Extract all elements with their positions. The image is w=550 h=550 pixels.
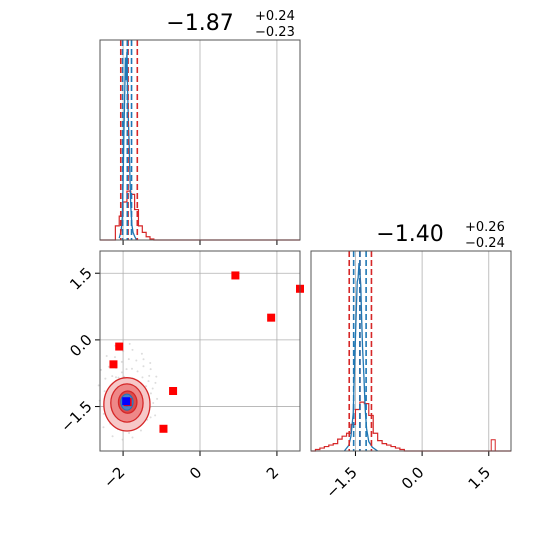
bl-sample-dot: [154, 414, 157, 417]
bl-sample-dot: [120, 360, 123, 363]
title-bottom-right: −1.40 +0.26 −0.24: [376, 220, 505, 251]
bl-sample-dot: [151, 387, 154, 390]
bl-sample-dot: [102, 412, 105, 415]
bl-sample-dot: [131, 436, 134, 439]
bl-sample-dot: [142, 358, 145, 361]
bl-sample-dot: [135, 359, 138, 362]
br-xticklabel-2: 1.5: [465, 463, 495, 493]
br-frame: [310, 250, 512, 452]
bl-yticklabel-1: 0.0: [66, 331, 96, 361]
br-xticklabel-0: −1.5: [322, 463, 360, 501]
bl-sample-dot: [111, 435, 114, 438]
bl-blue-marker: [122, 397, 131, 406]
bl-yticklabel-0: −1.5: [57, 397, 95, 435]
bl-sample-dot: [114, 376, 117, 379]
bl-sample-dot: [122, 350, 125, 353]
br-outlier-bar: [490, 439, 496, 451]
bl-red-point-3: [115, 342, 124, 351]
bl-sample-dot: [149, 361, 152, 364]
bl-sample-dot: [152, 401, 155, 404]
br-xticklabel-1: 0.0: [398, 463, 428, 493]
bl-sample-dot: [136, 370, 139, 373]
bl-sample-dot: [97, 384, 100, 387]
bl-red-point-0: [231, 271, 240, 280]
panel-scatter-xy: −2 0 2 −1.5 0.0 1.5: [57, 250, 304, 492]
bl-red-point-6: [159, 424, 168, 433]
bl-sample-dot: [113, 356, 116, 359]
bl-sample-dot: [103, 390, 106, 393]
title-top-left: −1.87 +0.24 −0.23: [166, 9, 295, 40]
bl-sample-dot: [107, 365, 110, 368]
bl-sample-dot: [149, 368, 152, 371]
tl-red-histogram: [100, 190, 300, 241]
bl-xticklabel-1: 0: [186, 463, 205, 482]
bl-sample-dot: [128, 342, 131, 345]
panel-hist-y: −1.5 0.0 1.5: [310, 250, 512, 502]
bl-yticklabel-2: 1.5: [66, 264, 96, 294]
br-red-histogram: [311, 401, 511, 452]
bl-sample-dot: [102, 426, 105, 429]
panel-hist-x: [99, 39, 301, 245]
bl-sample-dot: [149, 392, 152, 395]
title-median-1: −1.87: [166, 11, 233, 36]
bl-sample-dot: [130, 367, 133, 370]
title-plus-1: +0.24: [255, 9, 295, 24]
bl-sample-dot: [155, 375, 158, 378]
bl-sample-dot: [156, 397, 159, 400]
bl-xticklabel-2: 2: [263, 463, 282, 482]
bl-sample-dot: [104, 377, 107, 380]
bl-sample-dot: [140, 352, 143, 355]
bl-sample-dot: [127, 358, 130, 361]
bl-sample-dot: [154, 381, 157, 384]
bl-sample-dot: [117, 376, 120, 379]
bl-sample-dot: [120, 371, 123, 374]
title-minus-2: −0.24: [465, 236, 505, 251]
tl-frame: [99, 39, 301, 241]
bl-red-point-5: [169, 387, 178, 395]
title-minus-1: −0.23: [255, 25, 295, 40]
bl-xticklabel-0: −2: [100, 463, 128, 491]
bl-sample-dot: [147, 380, 150, 383]
bl-sample-dot: [111, 375, 114, 378]
bl-red-point-4: [109, 360, 118, 369]
bl-sample-dot: [131, 348, 134, 351]
bl-sample-dot: [121, 438, 124, 441]
bl-sample-dot: [148, 374, 151, 377]
bl-red-point-2: [267, 313, 276, 322]
bl-frame: [99, 250, 301, 452]
bl-sample-dot: [144, 385, 147, 388]
bl-sample-dot: [149, 416, 152, 419]
bl-sample-dot: [139, 429, 142, 432]
bl-sample-dot: [105, 355, 108, 358]
bl-sample-dot: [128, 431, 131, 434]
bl-sample-dot: [125, 368, 128, 371]
bl-sample-dot: [141, 376, 144, 379]
bl-sample-dot: [142, 365, 145, 368]
title-plus-2: +0.26: [465, 220, 505, 235]
title-median-2: −1.40: [376, 222, 443, 247]
